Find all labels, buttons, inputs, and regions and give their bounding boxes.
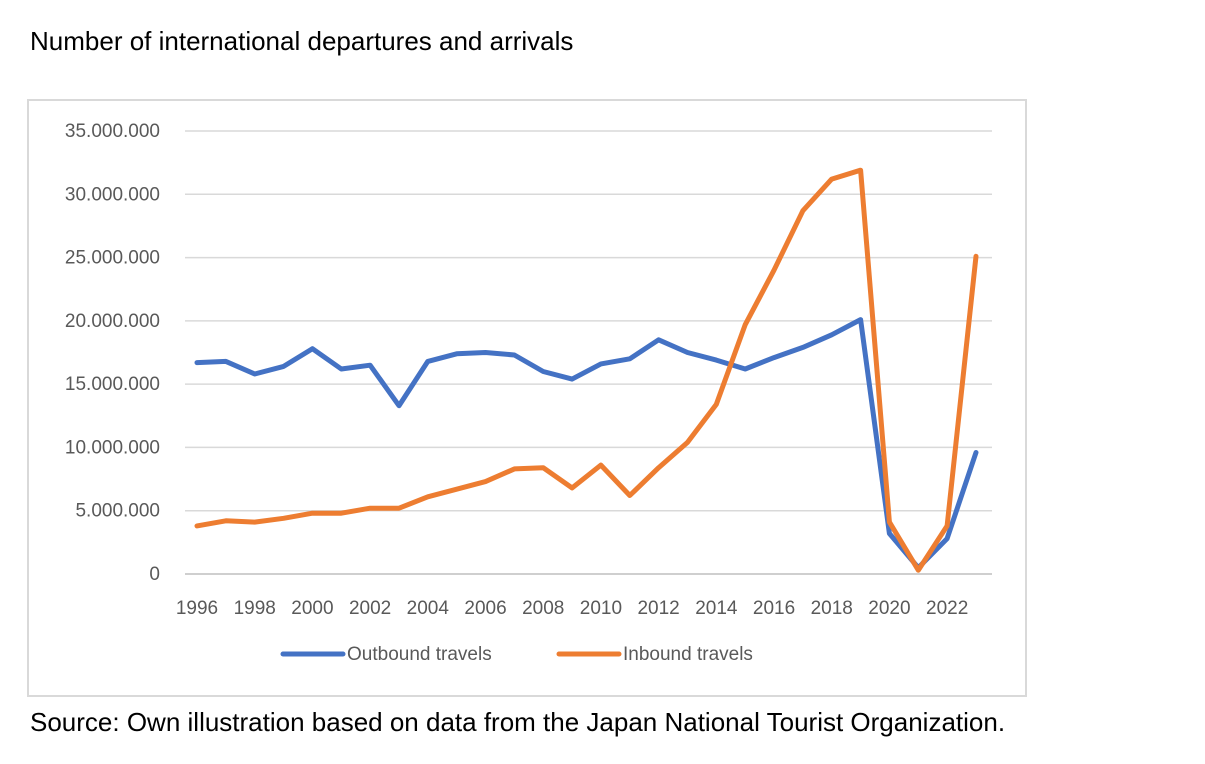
x-tick-label: 2010 — [580, 598, 622, 619]
x-tick-label: 2022 — [926, 598, 968, 619]
x-tick-label: 1998 — [234, 598, 276, 619]
y-tick-label: 35.000.000 — [65, 121, 160, 142]
y-tick-label: 10.000.000 — [65, 437, 160, 458]
y-tick-label: 25.000.000 — [65, 248, 160, 269]
series-line-inbound — [194, 167, 979, 573]
y-tick-label: 0 — [149, 564, 160, 585]
x-tick-label: 2018 — [811, 598, 853, 619]
series-line-outbound — [194, 317, 979, 571]
page-title: Number of international departures and a… — [30, 26, 574, 56]
line-chart: 35.000.000 30.000.000 25.000.000 20.000.000… — [65, 121, 992, 665]
x-tick-label: 2014 — [695, 598, 738, 619]
x-tick-label: 2008 — [522, 598, 564, 619]
chart-frame: 35.000.000 30.000.000 25.000.000 20.000.000… — [27, 99, 1027, 697]
y-tick-label: 20.000.000 — [65, 311, 160, 332]
y-tick-label: 30.000.000 — [65, 184, 160, 205]
legend-label: Outbound travels — [347, 644, 492, 665]
y-tick-label: 15.000.000 — [65, 374, 160, 395]
x-tick-label: 2012 — [637, 598, 679, 619]
x-tick-label: 2006 — [464, 598, 506, 619]
x-tick-label: 2004 — [407, 598, 450, 619]
y-tick-label: 5.000.000 — [75, 501, 160, 522]
x-tick-label: 2016 — [753, 598, 795, 619]
source-note: Source: Own illustration based on data f… — [30, 707, 1006, 737]
x-tick-label: 1996 — [176, 598, 218, 619]
x-tick-label: 2002 — [349, 598, 391, 619]
x-tick-label: 2020 — [868, 598, 910, 619]
x-tick-label: 2000 — [291, 598, 333, 619]
legend-label: Inbound travels — [623, 644, 753, 665]
